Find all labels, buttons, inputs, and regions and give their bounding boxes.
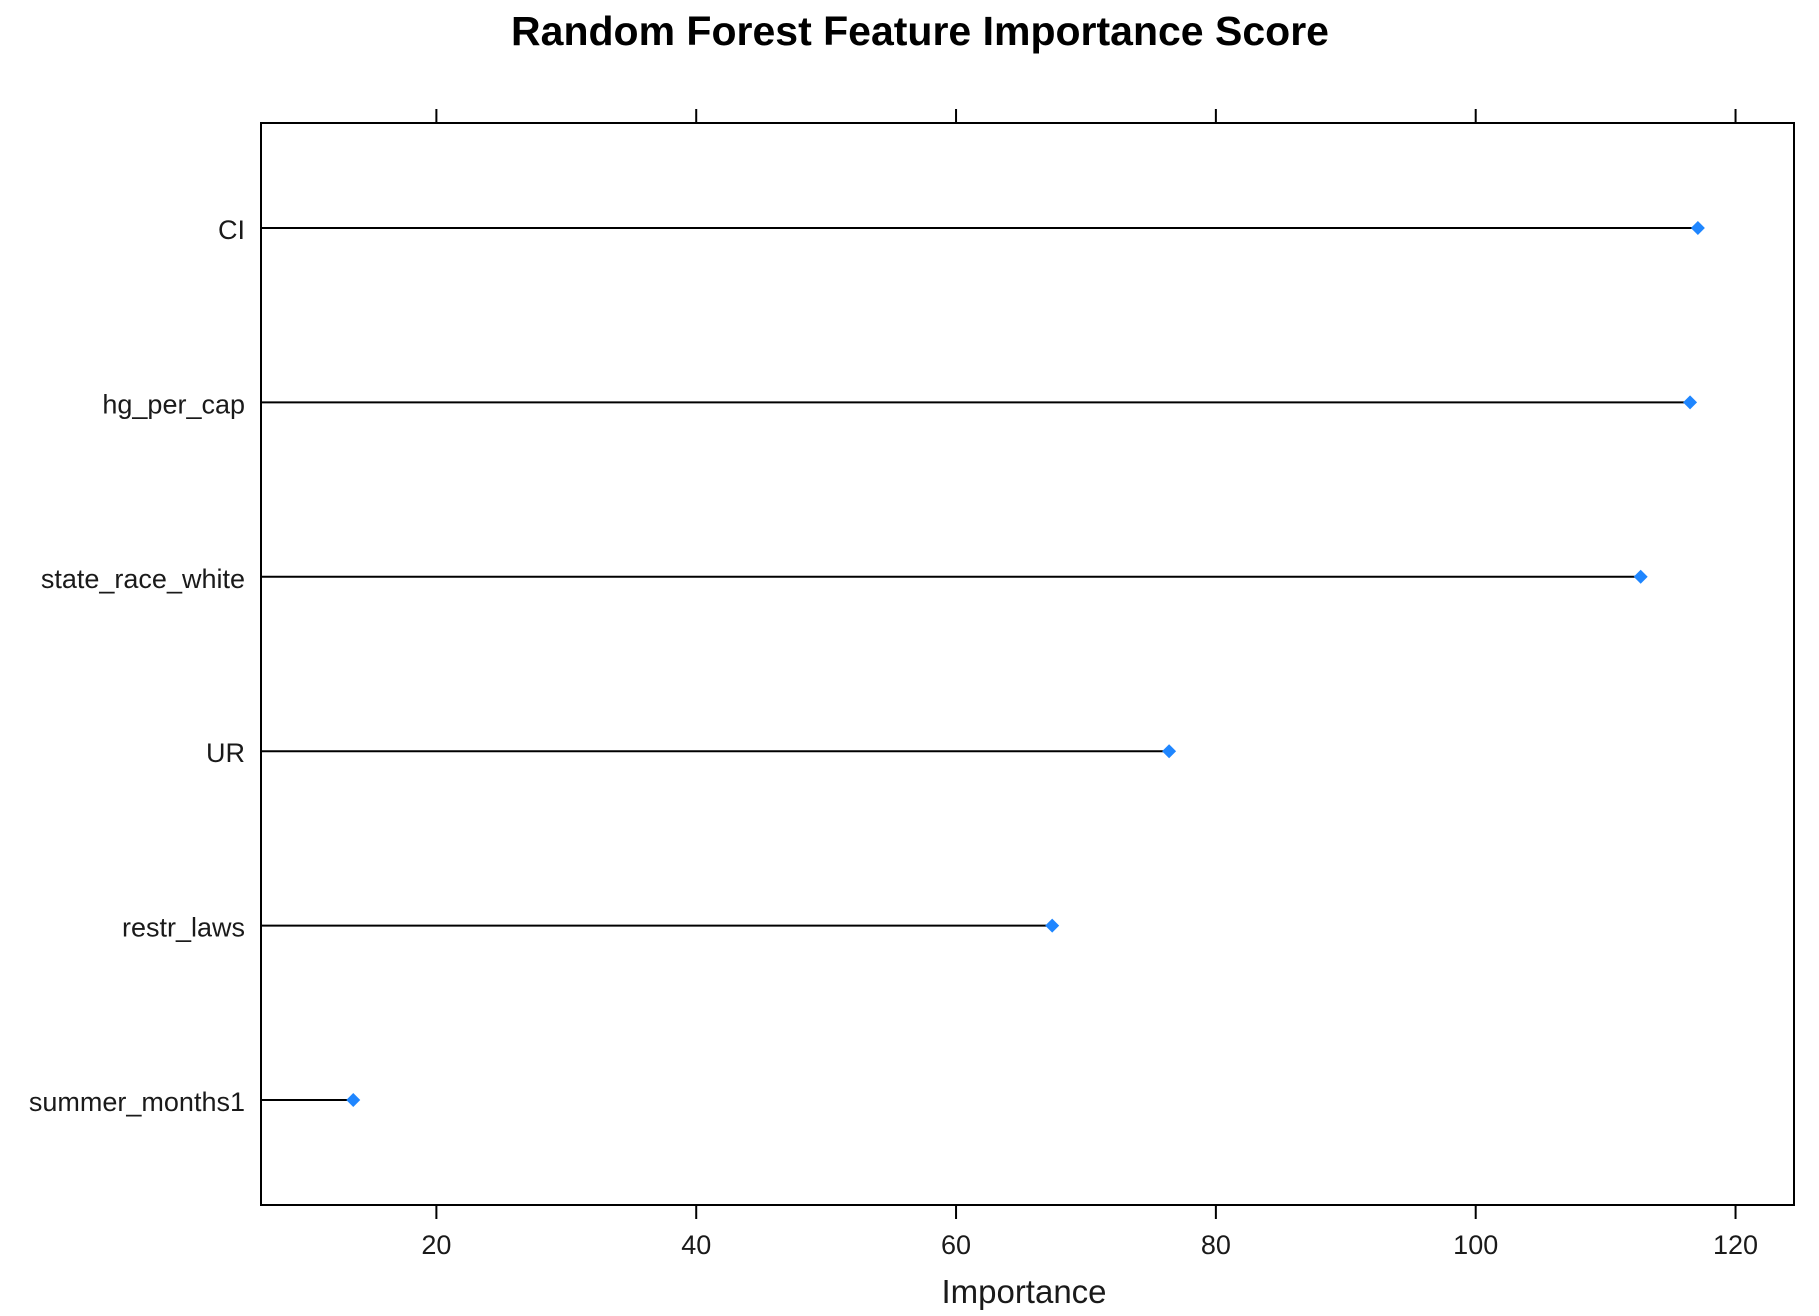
x-tick-label: 120 — [1713, 1230, 1758, 1260]
data-point — [346, 1093, 361, 1107]
x-axis-label: Importance — [941, 1273, 1106, 1310]
data-point — [1683, 395, 1698, 410]
y-category-label: summer_months1 — [29, 1087, 245, 1117]
y-axis-category-labels: CI hg_per_cap state_race_white UR restr_laws… — [29, 215, 245, 1117]
stem-lines — [261, 227, 1698, 1101]
y-category-label: restr_laws — [122, 913, 245, 943]
y-category-label: UR — [206, 738, 245, 768]
data-point — [1045, 918, 1060, 933]
x-tick-label: 60 — [941, 1230, 971, 1260]
plot-frame — [260, 122, 1795, 1206]
data-points — [346, 221, 1705, 1107]
data-point — [1690, 221, 1705, 235]
x-tick-label: 80 — [1201, 1230, 1231, 1260]
y-category-label: state_race_white — [41, 564, 245, 594]
chart-title: Random Forest Feature Importance Score — [511, 8, 1329, 54]
x-tick-label: 100 — [1453, 1230, 1498, 1260]
x-tick-label: 40 — [681, 1230, 711, 1260]
data-point — [1162, 744, 1177, 759]
data-point — [1633, 569, 1648, 584]
y-category-label: CI — [218, 215, 245, 245]
x-axis-ticks: 20 40 60 80 100 120 — [421, 109, 1758, 1260]
x-tick-label: 20 — [421, 1230, 451, 1260]
y-category-label: hg_per_cap — [102, 389, 245, 419]
